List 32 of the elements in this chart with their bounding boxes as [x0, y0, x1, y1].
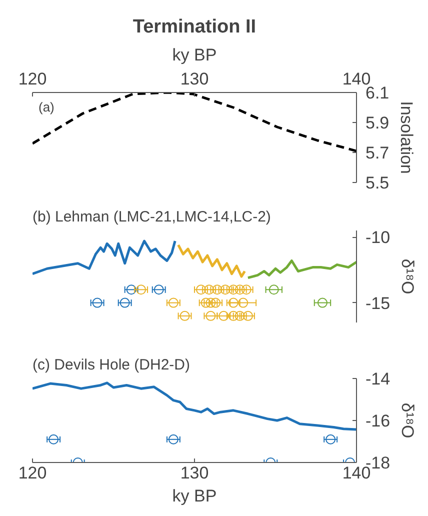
chart-title: Termination II [132, 16, 256, 38]
y-axis-title: δ¹⁸O [398, 402, 418, 438]
x-tick-label: 120 [18, 464, 47, 482]
y-tick-label: -10 [366, 228, 390, 248]
y-axis-title: Insolation [397, 101, 416, 174]
point [154, 284, 164, 295]
line-series [32, 382, 356, 431]
point [238, 298, 248, 308]
point [268, 284, 279, 295]
x-tick-label: 120 [18, 70, 47, 88]
y-tick-label: -16 [366, 412, 390, 430]
line-series [32, 240, 176, 276]
y-tick-label: -14 [366, 370, 390, 388]
x-axis-title: ky BP [172, 46, 217, 64]
line-series [246, 259, 356, 280]
y-tick-label: -15 [366, 294, 390, 313]
y-tick-label: 6.1 [366, 84, 390, 102]
chart-title: (b) Lehman (LMC-21,LMC-14,LC-2) [32, 208, 271, 226]
line-series [177, 244, 246, 278]
point [126, 284, 136, 295]
y-tick-label: 5.5 [366, 174, 390, 192]
point [180, 310, 190, 321]
y-axis-title: δ¹⁸O [398, 258, 418, 294]
point [317, 298, 328, 308]
x-tick-label: 130 [180, 70, 209, 88]
chart-title: (c) Devils Hole (DH2-D) [32, 356, 190, 374]
x-tick-label: 130 [180, 464, 209, 482]
x-axis-title: ky BP [172, 486, 217, 506]
annotation: (a) [38, 100, 54, 114]
y-tick-label: 5.7 [366, 144, 390, 162]
y-tick-label: 5.9 [366, 114, 390, 132]
point [136, 284, 146, 295]
